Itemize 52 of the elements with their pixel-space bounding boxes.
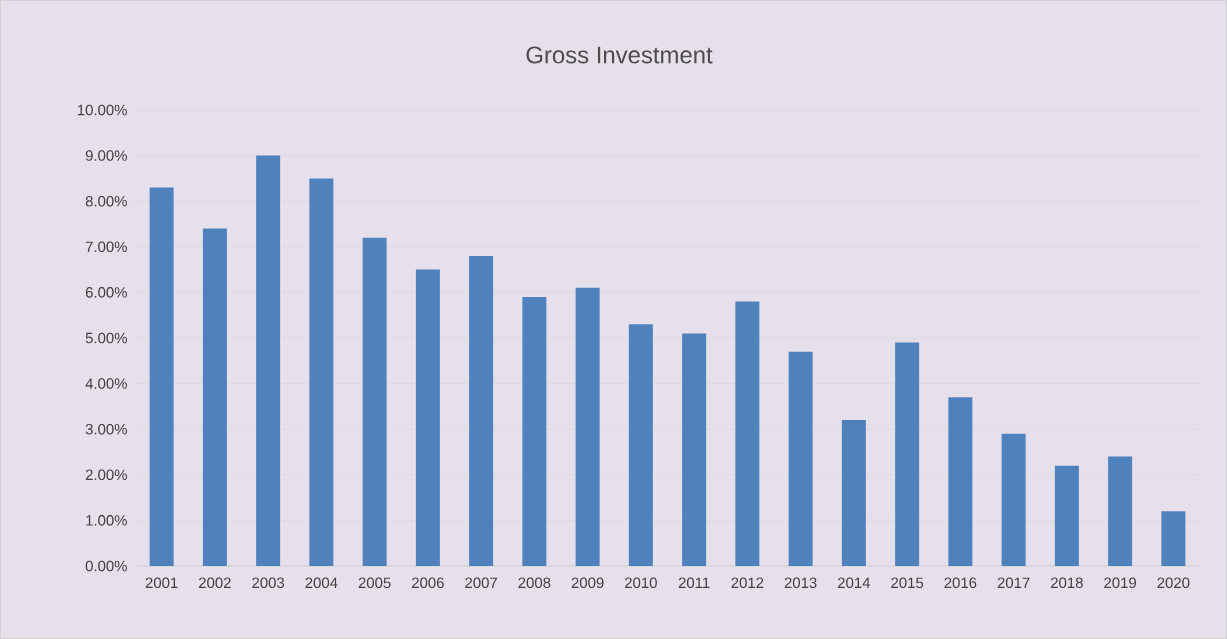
bar: [522, 296, 547, 566]
bar: [682, 333, 707, 566]
x-tick-label: 2019: [1104, 577, 1137, 589]
x-tick-label: 2014: [838, 577, 871, 589]
bar: [628, 324, 653, 566]
x-tick-label: 2002: [199, 577, 231, 589]
x-tick-label: 2016: [944, 577, 977, 589]
x-tick-label: 2015: [891, 577, 924, 589]
bar: [415, 269, 440, 566]
bar: [149, 187, 174, 566]
x-tick-label: 2017: [997, 577, 1030, 589]
bar: [256, 155, 281, 566]
x-tick-label: 2010: [625, 577, 657, 589]
bar: [575, 287, 600, 566]
bar: [1161, 511, 1186, 566]
bar: [1054, 465, 1079, 566]
x-tick-label: 2011: [678, 577, 710, 589]
y-tick-label: 8.00%: [85, 195, 127, 207]
bar: [309, 178, 334, 566]
x-tick-label: 2012: [731, 577, 764, 589]
bar: [735, 301, 760, 566]
x-tick-label: 2009: [571, 577, 604, 589]
x-tick-label: 2013: [784, 577, 817, 589]
bar: [1001, 433, 1026, 566]
bar: [788, 351, 813, 566]
bar: [948, 397, 973, 566]
y-tick-label: 7.00%: [85, 241, 127, 253]
x-tick-label: 2003: [252, 577, 285, 589]
y-tick-label: 10.00%: [77, 104, 127, 116]
x-tick-label: 2006: [412, 577, 444, 589]
y-tick-label: 0.00%: [85, 560, 127, 572]
y-tick-label: 2.00%: [85, 469, 127, 481]
bar: [362, 237, 387, 566]
y-tick-label: 4.00%: [85, 378, 127, 389]
y-tick-label: 6.00%: [85, 287, 127, 298]
bar: [202, 228, 227, 566]
chart-title: Gross Investment: [526, 46, 713, 64]
x-tick-label: 2005: [358, 577, 391, 589]
x-tick-label: 2001: [145, 577, 178, 589]
x-tick-label: 2004: [305, 577, 338, 589]
y-tick-label: 5.00%: [85, 332, 127, 344]
bar: [1108, 456, 1133, 566]
x-tick-label: 2007: [465, 577, 497, 589]
y-tick-label: 3.00%: [85, 423, 127, 435]
bar: [841, 420, 866, 566]
y-tick-label: 1.00%: [86, 515, 127, 526]
x-tick-label: 2020: [1157, 577, 1190, 589]
x-tick-label: 2018: [1051, 577, 1083, 589]
y-tick-label: 9.00%: [85, 150, 127, 161]
x-tick-label: 2008: [518, 577, 551, 589]
bar: [469, 255, 494, 566]
bar: [895, 342, 920, 566]
